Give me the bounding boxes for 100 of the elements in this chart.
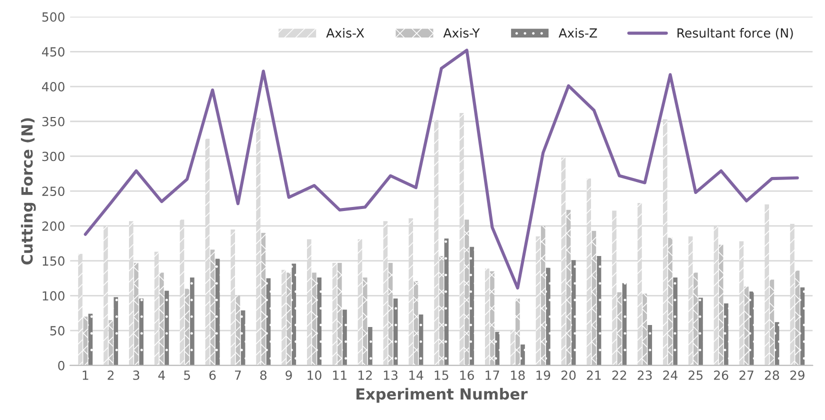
- bar: [282, 270, 286, 366]
- y-tick-label: 50: [50, 326, 64, 336]
- legend-label: Axis-Z: [558, 28, 598, 38]
- bar: [230, 229, 236, 366]
- x-tick-label: 4: [158, 370, 165, 380]
- bar: [464, 220, 469, 366]
- bar: [622, 283, 627, 366]
- x-tick-label: 24: [663, 370, 678, 380]
- bar: [104, 226, 108, 366]
- bar: [312, 272, 316, 366]
- y-tick-label: 100: [42, 291, 64, 301]
- bar: [495, 332, 500, 366]
- x-tick-label: 13: [384, 370, 398, 380]
- x-tick-label: 19: [536, 370, 550, 380]
- bar: [134, 262, 138, 366]
- bar: [586, 178, 592, 366]
- x-tick-label: 6: [209, 370, 216, 380]
- bar: [88, 314, 93, 366]
- bar: [286, 272, 291, 366]
- x-tick-label: 17: [486, 370, 500, 380]
- bar: [439, 256, 444, 366]
- bar: [393, 298, 398, 366]
- bar: [383, 221, 388, 366]
- y-tick-label: 450: [42, 47, 64, 57]
- bar: [460, 113, 464, 366]
- bar: [516, 298, 520, 366]
- x-tick-label: 21: [586, 370, 601, 380]
- bar: [215, 258, 220, 366]
- bar: [770, 280, 774, 366]
- x-tick-label: 9: [286, 370, 292, 380]
- bar: [724, 303, 728, 366]
- bar: [490, 271, 494, 366]
- bar: [698, 298, 703, 366]
- bar: [240, 310, 246, 366]
- y-tick-label: 250: [42, 186, 64, 196]
- bar: [236, 296, 240, 366]
- bar: [83, 316, 88, 366]
- bar: [256, 118, 260, 366]
- x-tick-label: 27: [739, 370, 754, 380]
- bar: [154, 252, 159, 366]
- y-axis-title: Cutting Force (N): [20, 118, 36, 265]
- x-tick-label: 25: [688, 370, 703, 380]
- bar: [617, 292, 622, 366]
- bar: [332, 262, 337, 366]
- x-tick-label: 15: [434, 370, 448, 380]
- bar: [662, 119, 668, 366]
- bar: [540, 226, 546, 366]
- x-tick-label: 11: [333, 370, 346, 380]
- bar: [338, 262, 342, 366]
- bar: [418, 314, 424, 366]
- x-tick-label: 12: [358, 370, 372, 380]
- bar: [764, 204, 770, 366]
- bar: [414, 281, 418, 366]
- bar: [444, 238, 449, 366]
- bar: [128, 221, 134, 366]
- bar: [592, 230, 596, 366]
- bar: [571, 260, 576, 366]
- x-tick-label: 3: [133, 370, 140, 380]
- bar: [668, 238, 672, 366]
- bar: [718, 244, 724, 366]
- bar: [739, 241, 744, 366]
- legend-label: Axis-X: [326, 28, 364, 38]
- x-tick-label: 10: [308, 370, 322, 380]
- x-tick-label: 2: [108, 370, 114, 380]
- bar: [358, 239, 362, 366]
- bar: [388, 262, 393, 366]
- bar: [205, 138, 210, 366]
- y-tick-label: 400: [42, 82, 64, 92]
- bar: [368, 327, 372, 366]
- legend-label: Resultant force (N): [678, 28, 793, 40]
- legend-label: Axis-Y: [443, 28, 480, 38]
- bar: [744, 286, 749, 366]
- bar: [292, 264, 296, 366]
- y-tick-label: 300: [42, 152, 64, 162]
- bar: [164, 290, 169, 366]
- bar: [139, 298, 144, 366]
- bar: [648, 324, 652, 366]
- x-tick-label: 1: [82, 370, 88, 380]
- bar: [317, 278, 322, 366]
- x-tick-label: 20: [561, 370, 576, 380]
- x-tick-label: 22: [612, 370, 626, 380]
- bar: [362, 278, 368, 366]
- x-tick-label: 18: [511, 370, 525, 380]
- bar: [714, 226, 718, 366]
- bar: [673, 278, 678, 366]
- x-axis-title: Experiment Number: [356, 388, 528, 403]
- bar: [306, 239, 312, 366]
- bar: [561, 158, 566, 366]
- y-tick-label: 200: [42, 221, 64, 231]
- y-tick-label: 0: [58, 360, 64, 370]
- y-tick-label: 350: [42, 116, 64, 126]
- bar: [546, 268, 550, 366]
- bar: [261, 232, 266, 366]
- bar: [510, 330, 515, 366]
- bar: [800, 287, 805, 366]
- bar: [638, 202, 642, 366]
- x-tick-label: 29: [790, 370, 804, 380]
- bar: [108, 320, 113, 366]
- bar: [774, 322, 780, 366]
- bar: [566, 210, 571, 366]
